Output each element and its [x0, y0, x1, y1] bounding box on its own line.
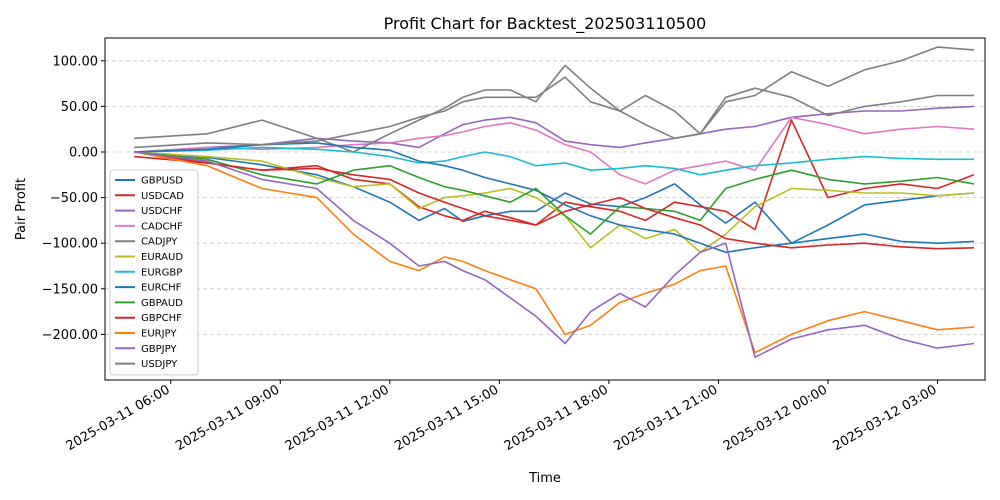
x-tick-label: 2025-03-12 00:00	[721, 382, 830, 454]
x-tick-label: 2025-03-11 09:00	[173, 382, 282, 454]
series-line-euraud	[134, 151, 975, 254]
y-tick-label: −200.00	[42, 328, 98, 343]
legend-label: GBPAUD	[141, 298, 183, 309]
y-tick-label: −150.00	[42, 282, 98, 297]
legend-box	[109, 169, 199, 376]
legend-label: GBPUSD	[141, 176, 183, 187]
y-tick-label: −100.00	[42, 237, 98, 252]
series-line-cadchf	[134, 116, 975, 185]
x-tick-label: 2025-03-11 06:00	[64, 382, 173, 454]
series-line-gbpchf	[134, 151, 975, 250]
series-line-gbpusd	[134, 151, 975, 244]
x-axis-label: Time	[528, 471, 561, 486]
x-tick-label: 2025-03-11 12:00	[283, 382, 392, 454]
legend-label: USDCHF	[141, 206, 183, 217]
series-line-gbpjpy	[134, 151, 975, 359]
chart-title: Profit Chart for Backtest_202503110500	[384, 14, 707, 34]
legend-label: USDJPY	[141, 359, 178, 370]
x-tick-label: 2025-03-11 15:00	[392, 382, 501, 454]
series-lines	[134, 46, 975, 359]
x-axis-ticks: 2025-03-11 06:00 2025-03-11 09:00 2025-03-…	[64, 380, 940, 454]
legend-label: USDCAD	[141, 191, 184, 202]
y-axis-label: Pair Profit	[14, 178, 29, 240]
legend-label: EURAUD	[141, 252, 183, 263]
series-line-eurjpy	[134, 151, 975, 354]
y-tick-label: 0.00	[69, 146, 98, 161]
series-line-gbpaud	[134, 151, 975, 235]
y-axis-ticks: −200.00 −150.00 −100.00 −50.00 0.00 50.00 100.…	[42, 54, 105, 343]
series-line-usdjpy	[134, 76, 974, 149]
legend-label: EURCHF	[141, 283, 182, 294]
legend: GBPUSD USDCAD USDCHF CADCHF CADJPY EURAUD EURG…	[109, 169, 199, 376]
legend-label: CADJPY	[141, 237, 178, 248]
y-tick-label: 100.00	[53, 54, 99, 69]
legend-label: GBPJPY	[141, 344, 177, 355]
plot-area-frame	[104, 37, 986, 381]
x-tick-label: 2025-03-11 21:00	[611, 382, 720, 454]
legend-label: EURGBP	[141, 267, 182, 278]
y-tick-label: −50.00	[50, 191, 98, 206]
series-line-eurchf	[134, 142, 975, 254]
x-tick-label: 2025-03-11 18:00	[502, 382, 611, 454]
legend-label: GBPCHF	[141, 313, 182, 324]
series-line-usdcad	[134, 119, 975, 231]
legend-label: EURJPY	[141, 329, 177, 340]
x-tick-label: 2025-03-12 03:00	[831, 382, 940, 454]
legend-label: CADCHF	[141, 221, 183, 232]
series-line-usdchf	[134, 105, 975, 153]
y-tick-label: 50.00	[61, 100, 98, 115]
series-line-cadjpy	[134, 46, 975, 153]
series-line-eurgbp	[134, 146, 974, 176]
